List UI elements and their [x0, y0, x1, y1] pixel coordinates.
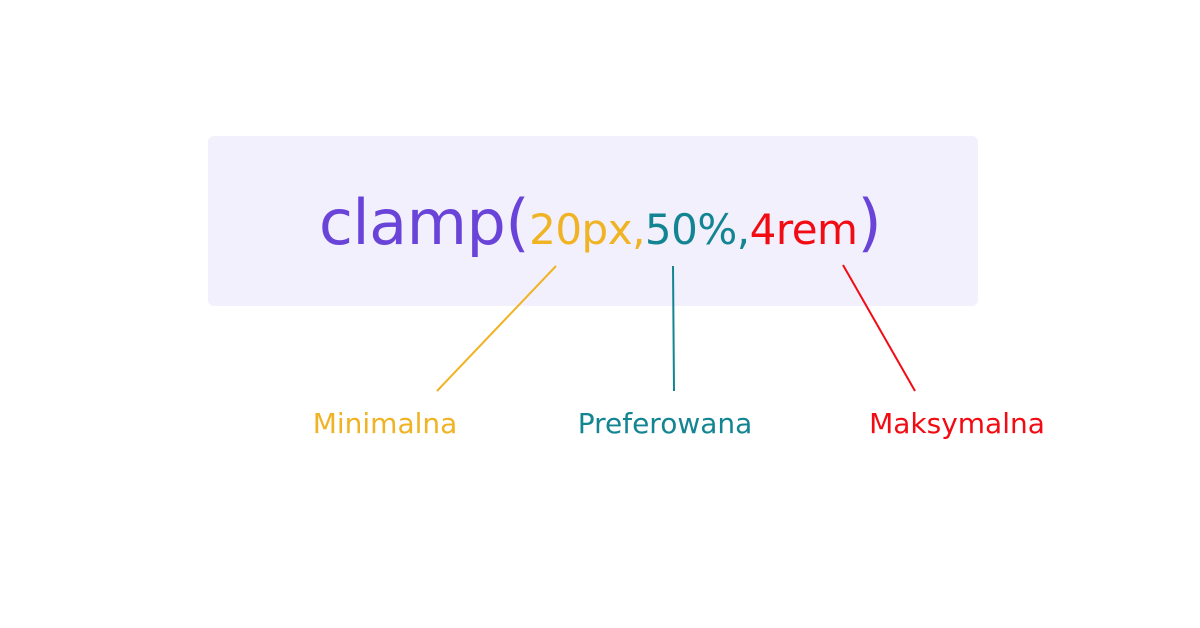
open-paren: ( — [505, 186, 530, 259]
clamp-formula: clamp(20px,50%,4rem) — [0, 188, 1200, 274]
max-leader-line — [842, 264, 916, 392]
label-maximum: Maksymalna — [869, 407, 1045, 440]
label-preferred: Preferowana — [577, 407, 753, 440]
function-name: clamp — [318, 186, 506, 259]
min-value: 20px — [529, 205, 633, 254]
min-leader-line — [436, 265, 557, 392]
preferred-value: 50% — [644, 205, 737, 254]
separator-2: , — [736, 205, 750, 254]
max-value: 4rem — [749, 205, 858, 254]
label-minimum: Minimalna — [312, 407, 458, 440]
separator-1: , — [632, 205, 645, 254]
close-paren: ) — [857, 186, 882, 259]
preferred-leader-line — [672, 265, 675, 392]
